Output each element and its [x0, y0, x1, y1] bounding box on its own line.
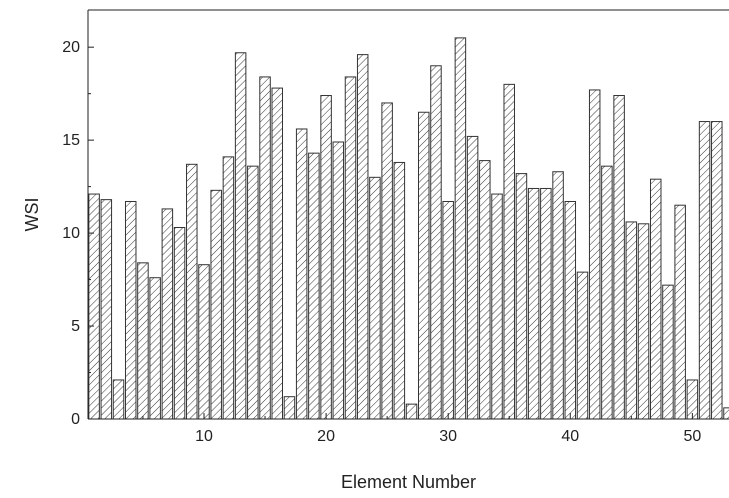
- bar-element-40: [564, 200, 577, 420]
- x-tick-label-40: 40: [561, 428, 579, 445]
- bar-element-43: [601, 165, 613, 420]
- bar-element-30: [442, 200, 454, 420]
- bar-element-13: [234, 52, 247, 420]
- bar-element-25: [381, 102, 393, 420]
- bar-element-32: [466, 135, 479, 420]
- bar-element-41: [576, 271, 589, 420]
- bar-element-1: [88, 193, 100, 420]
- bar-element-49: [674, 204, 686, 420]
- bar-element-34: [491, 193, 503, 420]
- bar-element-26: [393, 161, 406, 420]
- bar-element-2: [100, 199, 113, 420]
- bar-element-16: [271, 87, 283, 420]
- bar-element-46: [637, 223, 650, 420]
- bar-element-22: [344, 76, 357, 420]
- axes-layer: 0 5 10 15 20 10 20 30 40 50: [62, 9, 729, 445]
- x-tick-label-50: 50: [683, 428, 701, 445]
- bar-element-53: [723, 407, 729, 420]
- bar-element-15: [259, 76, 271, 420]
- bar-element-48: [662, 284, 674, 420]
- bar-element-6: [149, 277, 161, 420]
- bar-element-20: [320, 95, 332, 420]
- bar-element-24: [369, 176, 381, 420]
- bar-element-44: [613, 95, 625, 420]
- y-axis-title: WSI: [22, 198, 42, 232]
- bar-element-35: [503, 83, 515, 420]
- bar-element-29: [430, 65, 442, 420]
- bar-element-10: [198, 264, 210, 420]
- x-tick-label-30: 30: [439, 428, 457, 445]
- bar-element-33: [479, 160, 491, 420]
- y-tick-label-20: 20: [62, 39, 80, 56]
- x-axis-title: Element Number: [341, 472, 476, 492]
- bars-layer: [88, 37, 729, 420]
- bar-element-19: [308, 152, 320, 420]
- bar-element-12: [222, 156, 235, 420]
- bar-element-28: [418, 111, 430, 420]
- bar-element-52: [711, 121, 723, 420]
- bar-element-23: [356, 54, 369, 420]
- bar-element-45: [625, 221, 638, 420]
- bar-element-31: [454, 37, 467, 420]
- bar-element-11: [210, 189, 222, 420]
- bar-element-7: [161, 208, 174, 420]
- y-tick-label-5: 5: [71, 318, 80, 335]
- x-tick-label-20: 20: [317, 428, 335, 445]
- bar-element-17: [283, 396, 296, 420]
- bar-element-51: [698, 121, 711, 420]
- bar-element-38: [540, 187, 552, 420]
- labels-layer: Element Number WSI: [22, 198, 476, 493]
- bar-element-14: [247, 165, 259, 420]
- x-tick-label-10: 10: [195, 428, 213, 445]
- bar-element-9: [186, 163, 198, 420]
- bar-element-18: [295, 128, 308, 420]
- y-tick-label-10: 10: [62, 225, 80, 242]
- y-tick-label-0: 0: [71, 411, 80, 428]
- bar-element-36: [515, 173, 528, 420]
- bar-element-5: [137, 262, 149, 420]
- y-tick-label-15: 15: [62, 132, 80, 149]
- bar-element-3: [112, 379, 125, 420]
- bar-element-39: [552, 171, 564, 420]
- bar-element-47: [649, 178, 662, 420]
- bar-element-4: [124, 200, 137, 420]
- bar-element-21: [332, 141, 345, 420]
- bar-element-8: [173, 227, 186, 420]
- bar-element-37: [527, 187, 540, 420]
- bar-element-42: [588, 89, 601, 420]
- bar-element-27: [405, 403, 418, 420]
